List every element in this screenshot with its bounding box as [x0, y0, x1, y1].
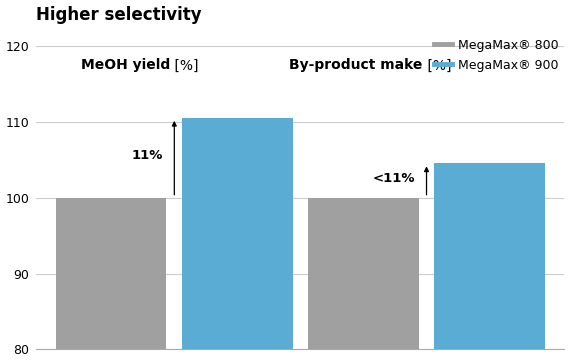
Legend: MegaMax® 800, MegaMax® 900: MegaMax® 800, MegaMax® 900	[429, 34, 564, 77]
Text: [%]: [%]	[422, 58, 451, 72]
Text: Higher selectivity: Higher selectivity	[36, 5, 202, 24]
Bar	[56, 197, 166, 350]
Bar	[434, 163, 545, 350]
Text: By-product make: By-product make	[289, 58, 422, 72]
Bar	[308, 197, 418, 350]
Text: <11%: <11%	[372, 172, 415, 185]
Text: MeOH yield: MeOH yield	[81, 58, 170, 72]
Text: [%]: [%]	[170, 58, 199, 72]
Bar	[182, 118, 292, 350]
Text: 11%: 11%	[131, 149, 162, 162]
